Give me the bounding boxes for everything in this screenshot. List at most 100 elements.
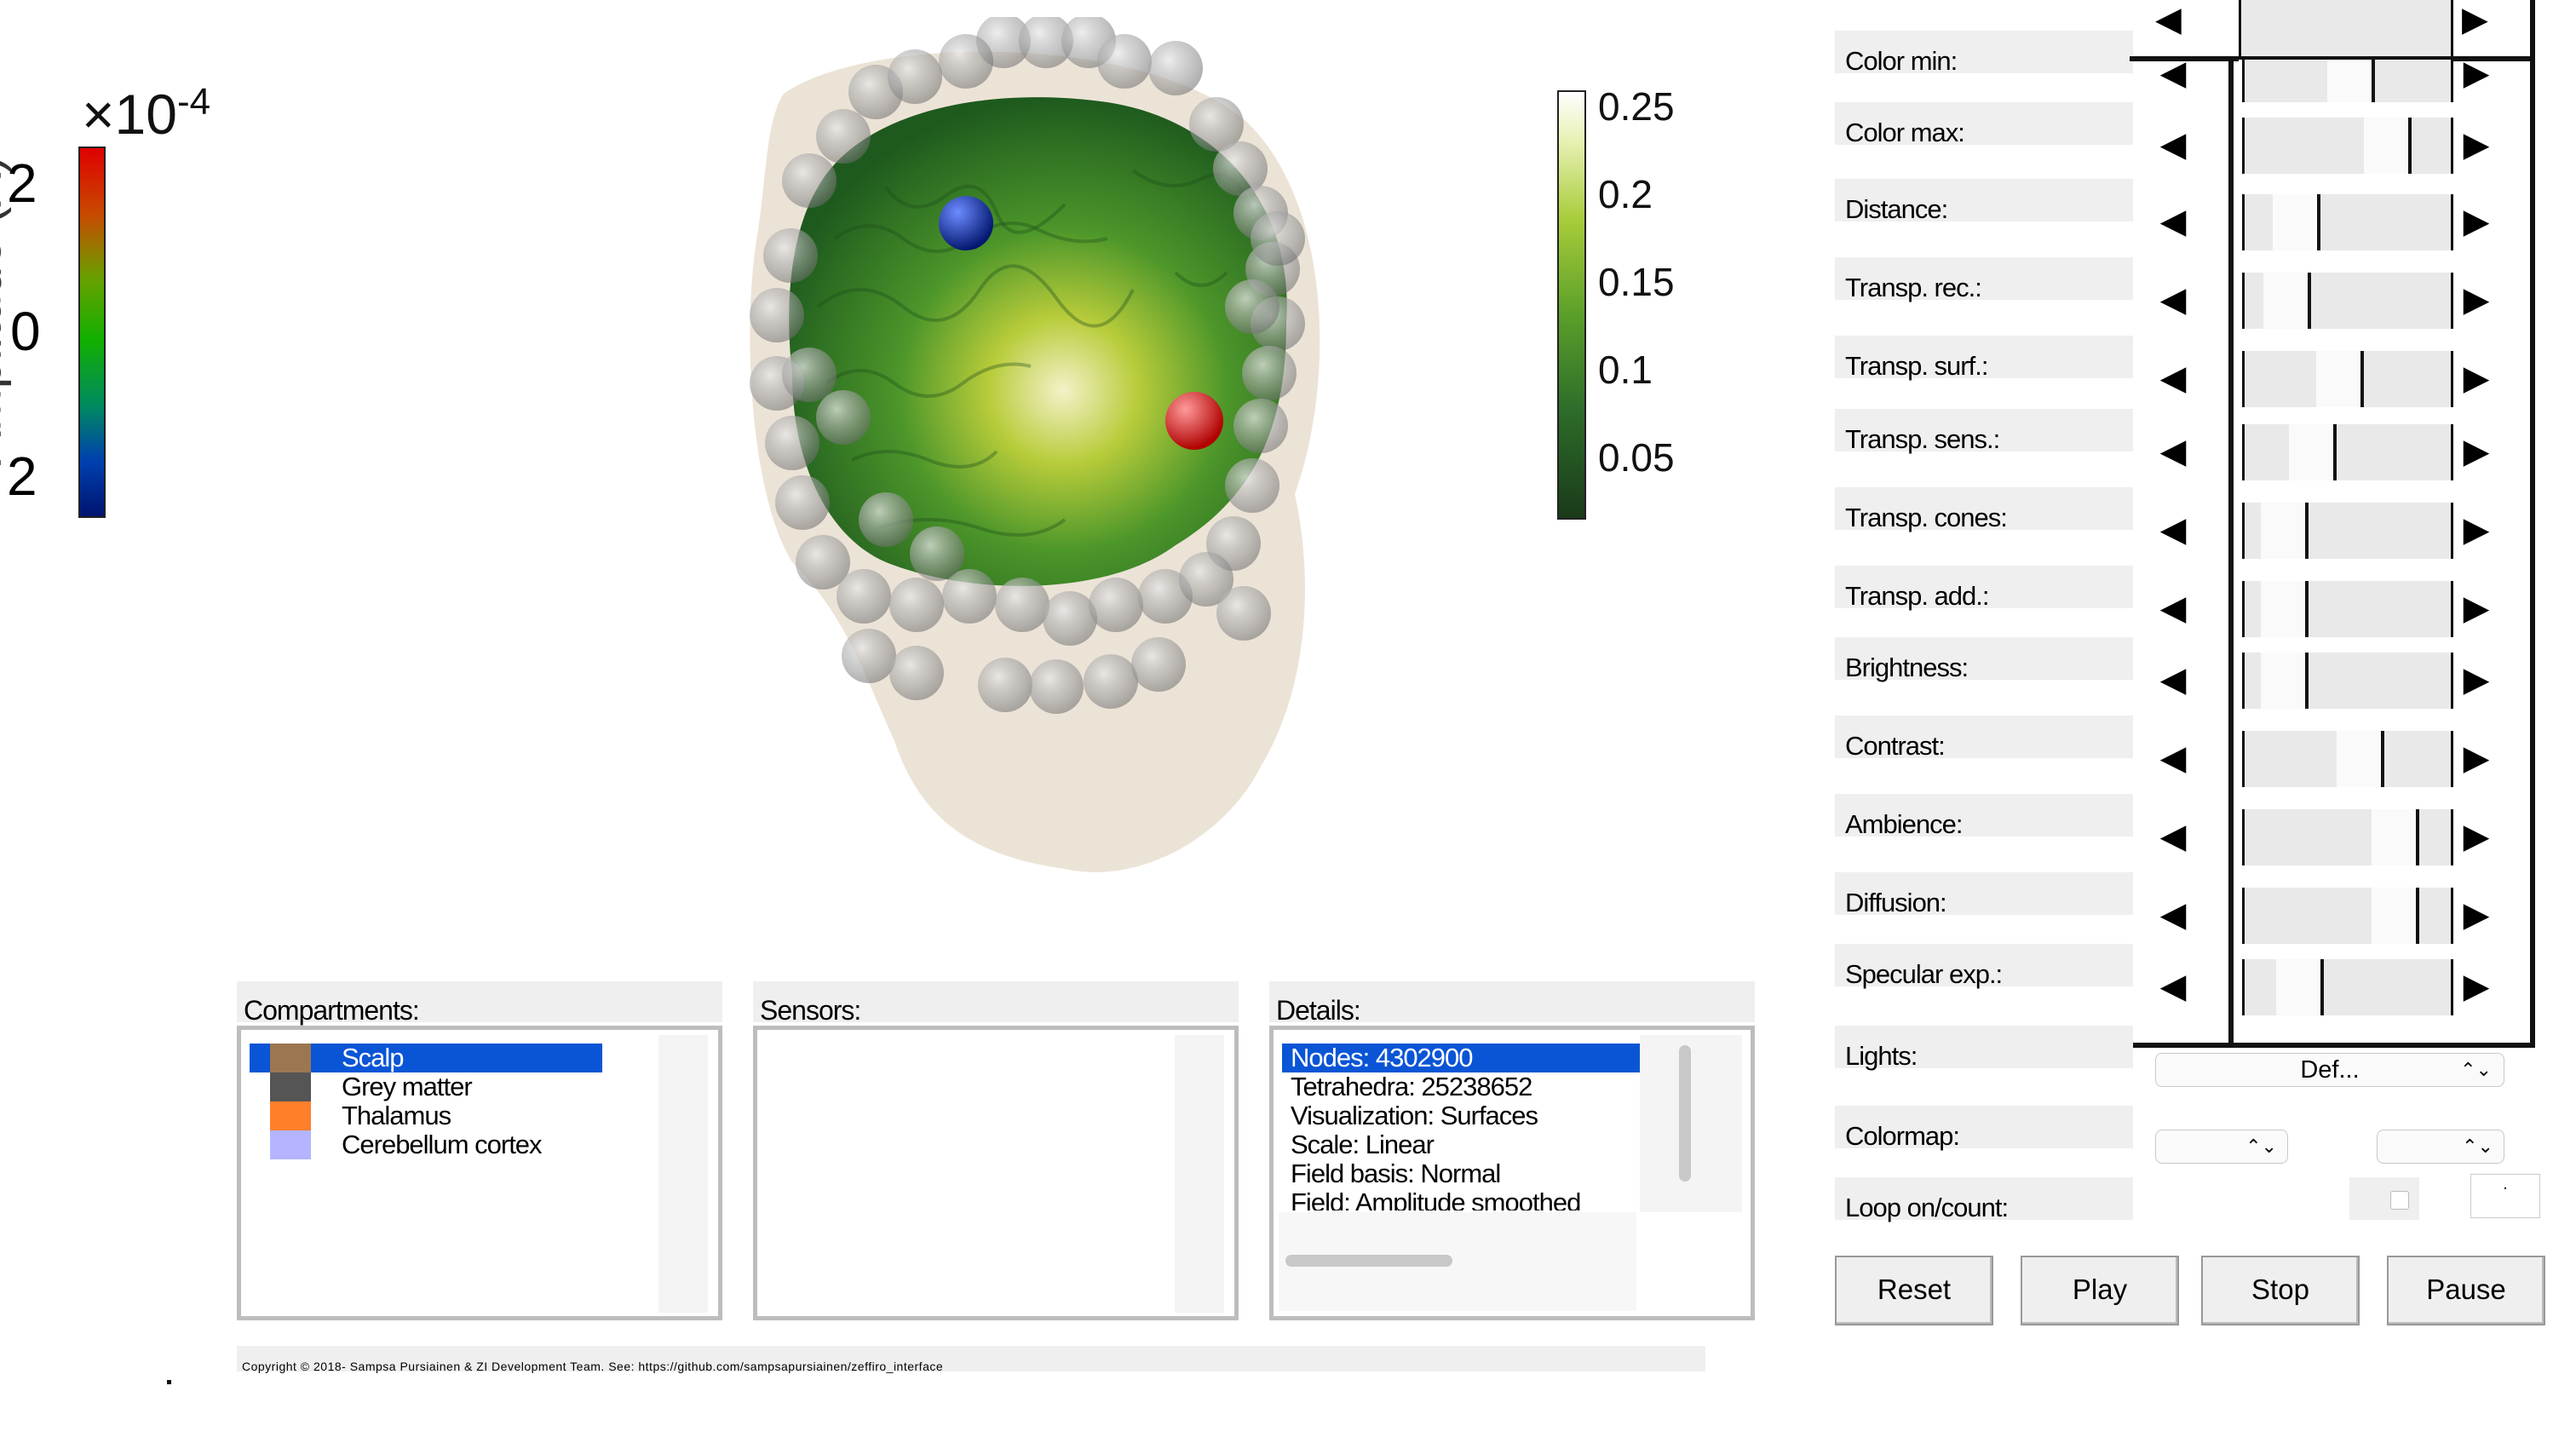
loop-count-value: . [2503,1175,2508,1193]
right-tick-0: 0.25 [1598,84,1675,129]
list-item[interactable]: Scalp [250,1044,602,1072]
loop-checkbox[interactable] [2390,1191,2409,1210]
list-item[interactable]: Grey matter [250,1072,602,1101]
slider-left-arrow-icon[interactable]: ◀ [2159,281,2187,319]
sensor-sphere [889,646,944,700]
slider-left-arrow-icon[interactable]: ◀ [2159,511,2187,549]
loop-count-input[interactable]: . [2470,1174,2540,1218]
right-tick-3: 0.1 [1598,348,1653,392]
list-item[interactable]: Nodes: 4302900 [1282,1044,1640,1072]
details-vscroll-track[interactable] [1640,1035,1742,1212]
slider-left-arrow-icon[interactable]: ◀ [2159,359,2187,397]
compartments-scrollbar[interactable] [658,1035,708,1313]
slider-left-arrow-icon[interactable]: ◀ [2159,968,2187,1005]
slider-left-arrow-icon[interactable]: ◀ [2159,739,2187,777]
sensor-sphere [1225,458,1279,513]
slider-thumb[interactable] [2372,888,2419,944]
multiplier-text: ×10 [82,83,177,146]
head-model-view[interactable] [664,17,1397,903]
slider-left-arrow-icon[interactable]: ◀ [2159,896,2187,934]
slider-right-arrow-icon[interactable]: ▶ [2463,433,2490,470]
slider-thumb[interactable] [2337,731,2384,787]
sensors-scrollbar[interactable] [1175,1035,1224,1313]
slider-right-arrow-icon[interactable]: ▶ [2463,589,2490,627]
slider-track[interactable] [2242,351,2453,407]
slider-right-arrow-icon[interactable]: ▶ [2463,359,2490,397]
sensor-sphere [816,109,871,164]
slider-left-arrow-icon[interactable]: ◀ [2159,55,2187,92]
slider-thumb[interactable] [2276,959,2324,1015]
slider-track[interactable] [2242,809,2453,865]
list-item[interactable]: Visualization: Surfaces [1291,1101,1538,1130]
slider-right-arrow-icon[interactable]: ▶ [2463,203,2490,240]
slider-right-arrow-icon[interactable]: ▶ [2463,281,2490,319]
sensor-sphere [765,416,819,470]
slider-track[interactable] [2242,424,2453,480]
list-item[interactable]: Scale: Linear [1291,1130,1435,1159]
panel-frame-right [2530,0,2535,1048]
details-list[interactable]: Nodes: 4302900 Tetrahedra: 25238652 Visual… [1269,1026,1755,1320]
colormap-select-2[interactable]: ⌃⌄ [2377,1130,2504,1164]
slider-track[interactable] [2242,118,2453,174]
slider-track[interactable] [2242,888,2453,944]
sensors-list[interactable] [753,1026,1239,1320]
slider-left-arrow-icon[interactable]: ◀ [2159,433,2187,470]
list-item[interactable]: Cerebellum cortex [250,1130,602,1159]
list-item[interactable]: Field: Amplitude smoothed [1291,1188,1581,1210]
slider-thumb[interactable] [2261,503,2309,559]
slider-left-arrow-icon[interactable]: ◀ [2159,589,2187,627]
slider-right-arrow-icon[interactable]: ▶ [2463,896,2490,934]
compartments-list[interactable]: Scalp Grey matter Thalamus Cerebellum corte… [237,1026,722,1320]
slider-left-arrow-icon[interactable]: ◀ [2159,203,2187,240]
pause-button[interactable]: Pause [2387,1256,2545,1325]
slider-right-arrow-icon[interactable]: ▶ [2463,818,2490,855]
exponent-text: -4 [176,81,211,123]
lights-select[interactable]: Def... ⌃⌄ [2155,1053,2504,1087]
details-vscroll-thumb[interactable] [1679,1045,1691,1182]
slider-thumb[interactable] [2316,351,2364,407]
slider-track[interactable] [2242,273,2453,329]
slider-track[interactable] [2242,959,2453,1015]
details-hscroll-thumb[interactable] [1285,1255,1452,1267]
param-label: Transp. cones: [1835,487,2133,532]
color-swatch [270,1101,311,1130]
slider-track[interactable] [2242,503,2453,559]
left-arrow-icon[interactable]: ◀ [2155,1,2182,38]
slider-left-arrow-icon[interactable]: ◀ [2159,818,2187,855]
list-item[interactable]: Field basis: Normal [1291,1159,1501,1188]
slider-thumb[interactable] [2263,273,2311,329]
copyright-bar [237,1346,1705,1371]
sensors-title: Sensors: [753,981,1239,1026]
slider-thumb[interactable] [2364,118,2412,174]
slider-track[interactable] [2242,653,2453,709]
sensor-sphere [1084,654,1138,709]
slider-right-arrow-icon[interactable]: ▶ [2463,739,2490,777]
slider-track[interactable] [2242,194,2453,250]
slider-right-arrow-icon[interactable]: ▶ [2463,511,2490,549]
list-item[interactable]: Thalamus [250,1101,602,1130]
right-arrow-icon[interactable]: ▶ [2462,1,2488,38]
sensor-sphere [1043,591,1097,646]
slider-track[interactable] [2242,581,2453,637]
slider-right-arrow-icon[interactable]: ▶ [2463,126,2490,164]
slider-thumb[interactable] [2261,653,2309,709]
play-button[interactable]: Play [2021,1256,2179,1325]
slider-left-arrow-icon[interactable]: ◀ [2159,661,2187,699]
stop-button[interactable]: Stop [2201,1256,2360,1325]
slider-right-arrow-icon[interactable]: ▶ [2463,661,2490,699]
colormap-select-1[interactable]: ⌃⌄ [2155,1130,2288,1164]
slider-thumb[interactable] [2273,194,2320,250]
slider-thumb[interactable] [2372,809,2419,865]
slider-thumb[interactable] [2289,424,2337,480]
slider-right-arrow-icon[interactable]: ▶ [2463,55,2490,92]
list-item[interactable]: Tetrahedra: 25238652 [1291,1072,1532,1101]
sensor-sphere [782,348,837,402]
sensor-sphere [942,569,997,624]
slider-thumb[interactable] [2261,581,2309,637]
reset-button[interactable]: Reset [1835,1256,1993,1325]
slider-right-arrow-icon[interactable]: ▶ [2463,968,2490,1005]
sensor-sphere [1242,346,1297,400]
slider-left-arrow-icon[interactable]: ◀ [2159,126,2187,164]
param-label: Transp. add.: [1835,566,2133,611]
slider-track[interactable] [2242,731,2453,787]
